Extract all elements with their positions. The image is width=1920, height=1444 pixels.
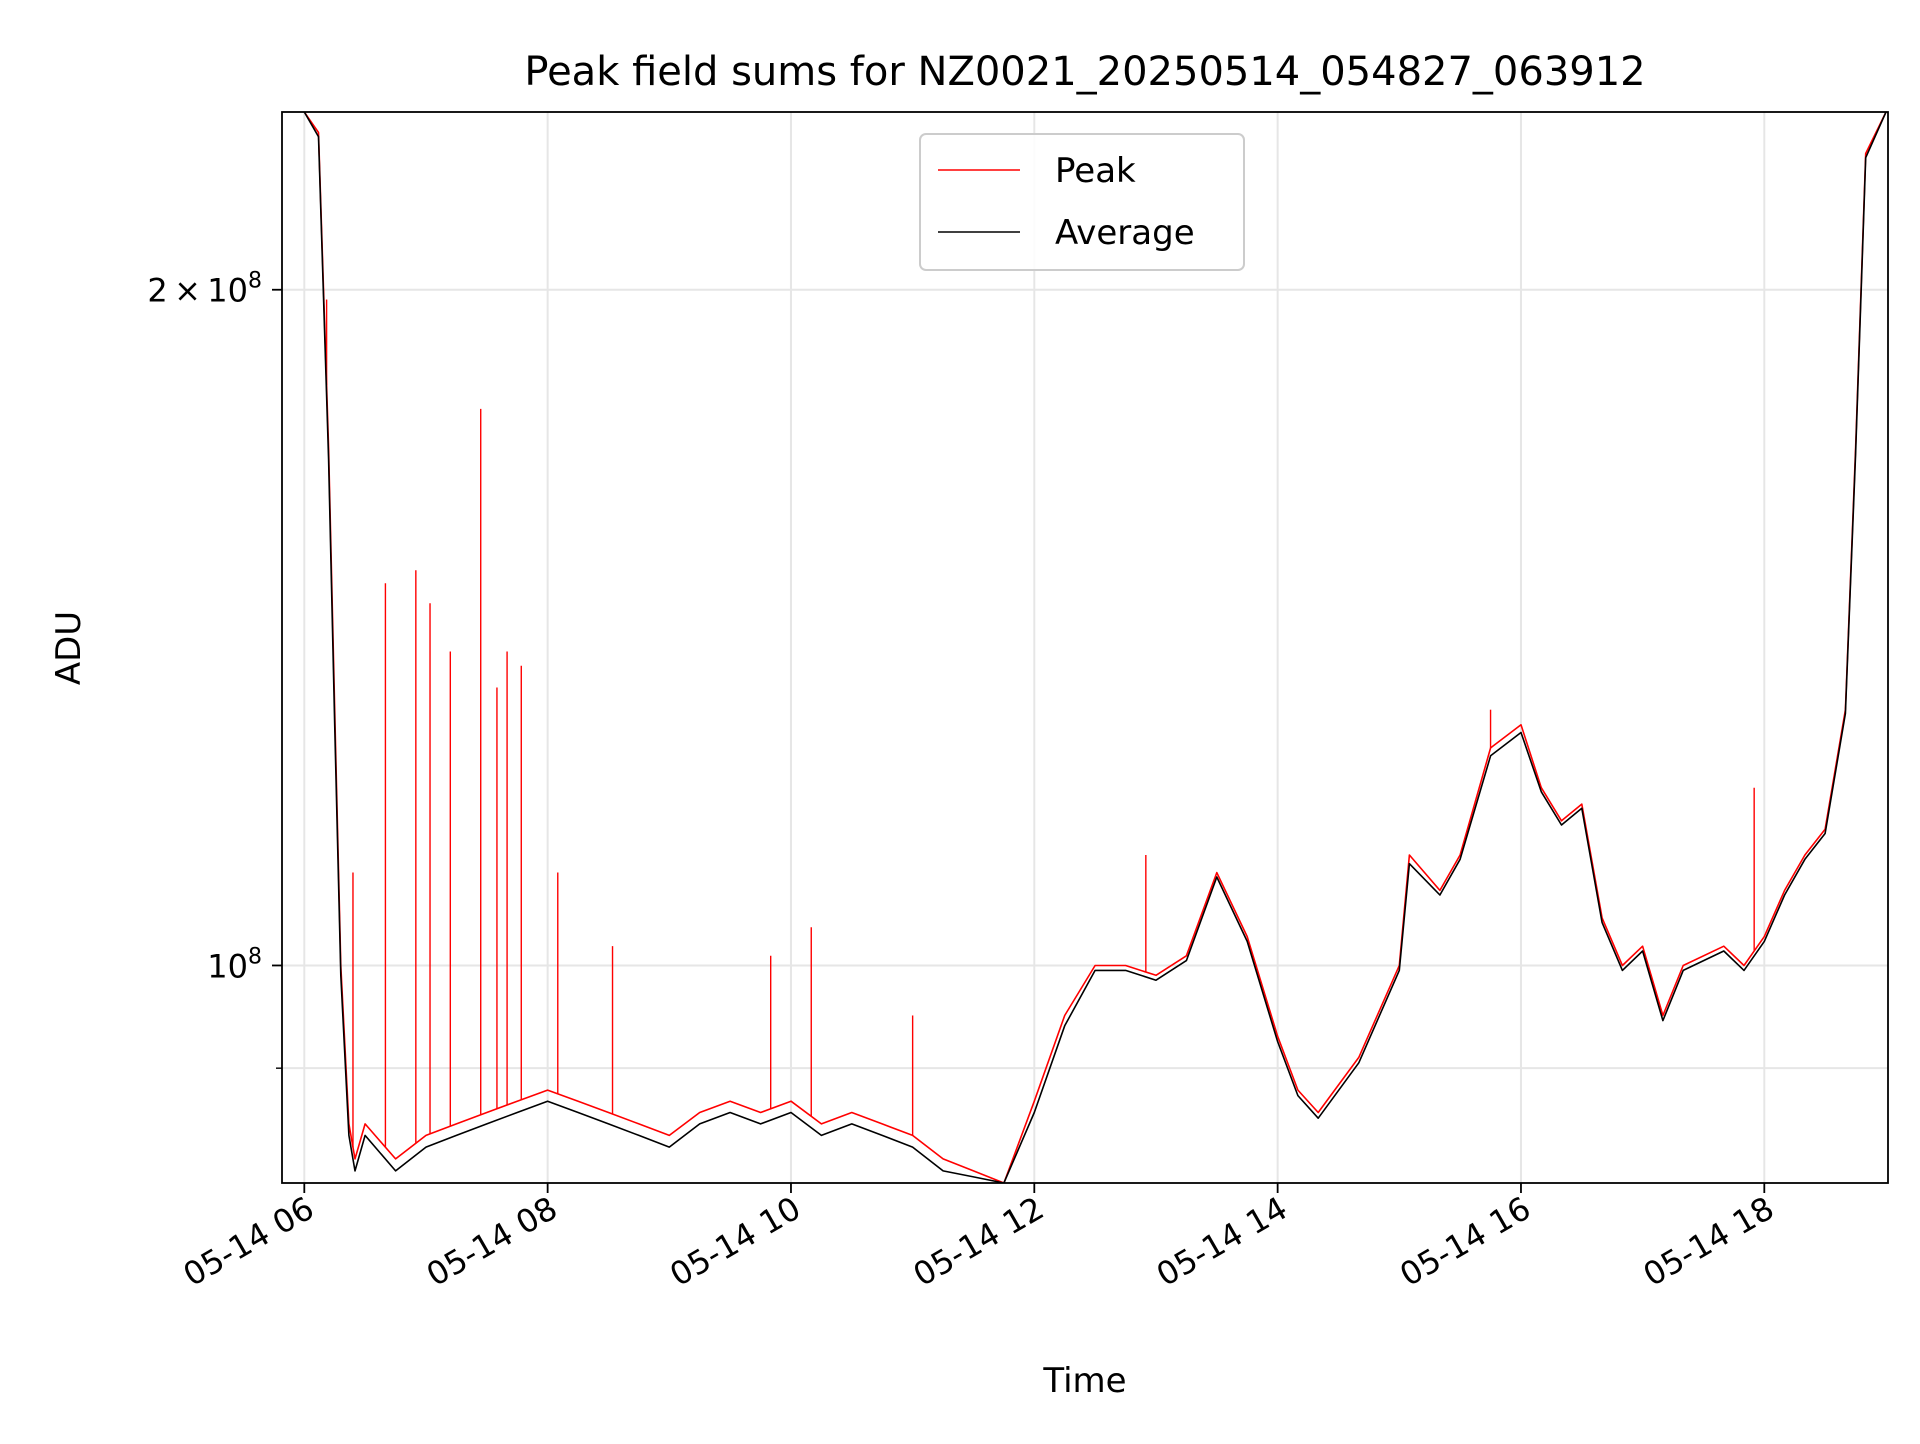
legend-box — [919, 133, 1245, 271]
series-line-peak — [303, 112, 1887, 1183]
series-layer — [303, 112, 1887, 1183]
x-axis-label: Time — [1042, 1361, 1126, 1401]
y-tick-label: 108 — [207, 944, 262, 985]
y-tick-label: 2 × 108 — [147, 269, 262, 310]
series-line-average — [303, 112, 1887, 1183]
plot-frame — [281, 111, 1889, 1184]
legend: Peak Average — [919, 133, 1245, 271]
y-axis: 2 × 108 108 — [147, 269, 282, 1069]
legend-label-average: Average — [1055, 213, 1195, 253]
y-axis-label: ADU — [49, 611, 89, 685]
grid — [282, 112, 1888, 1183]
chart-title: Peak field sums for NZ0021_20250514_0548… — [524, 49, 1645, 95]
legend-label-peak: Peak — [1055, 151, 1136, 191]
